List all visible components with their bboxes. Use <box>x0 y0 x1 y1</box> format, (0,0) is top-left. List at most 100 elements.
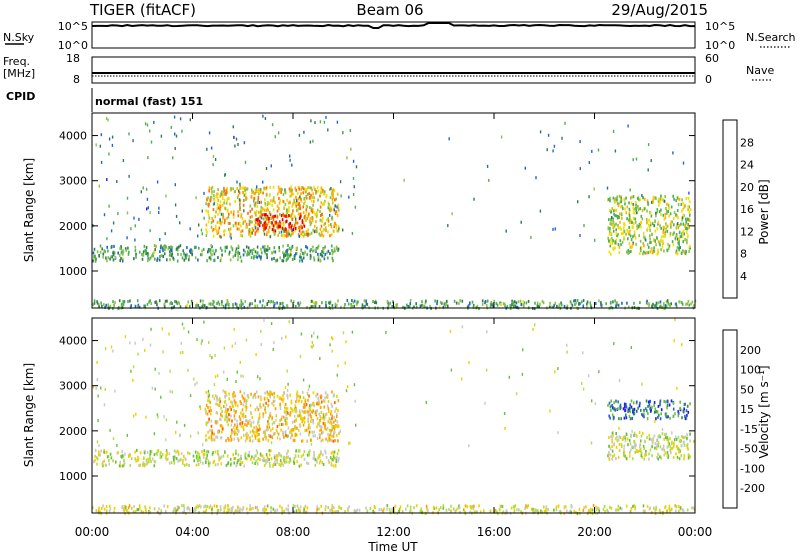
data-cell-p0-scatter <box>500 135 503 139</box>
data-cell-p1-scatter <box>116 444 118 447</box>
data-cell-p0-scatter <box>338 227 340 231</box>
data-cell-p0-f1 <box>276 204 279 208</box>
data-cell-p0-f2 <box>285 219 288 223</box>
data-cell-p1-scatter <box>158 371 160 375</box>
data-cell-p0-f0 <box>296 246 298 250</box>
data-cell-p0-f0 <box>310 248 312 251</box>
nsky-trace <box>91 22 695 29</box>
data-cell-p0-f1 <box>319 205 322 209</box>
data-cell-p1-f0 <box>164 456 167 460</box>
data-cell-p1-f1 <box>231 419 233 423</box>
data-cell-p0-f0 <box>217 256 219 260</box>
data-cell-p1-f1 <box>334 425 337 429</box>
data-cell-p0-f3 <box>137 305 139 309</box>
data-cell-p0-f1 <box>245 223 248 226</box>
data-cell-p1-f2 <box>458 504 460 508</box>
data-cell-p0-f1 <box>312 203 314 207</box>
data-cell-p0-f4 <box>675 251 677 255</box>
data-cell-p1-f0 <box>281 462 283 465</box>
data-cell-p0-f1 <box>336 192 339 196</box>
data-cell-p0-f4 <box>618 250 621 254</box>
data-cell-p0-f0 <box>119 259 121 263</box>
data-cell-p0-f1 <box>328 202 330 206</box>
data-cell-p0-f1 <box>273 196 275 200</box>
data-cell-p0-f3 <box>130 304 132 308</box>
data-cell-p1-f0 <box>99 453 101 457</box>
data-cell-p1-f4 <box>670 442 673 446</box>
data-cell-p0-f4 <box>666 224 669 228</box>
mhz-label: [MHz] <box>3 67 35 80</box>
data-cell-p1-f4 <box>613 453 616 457</box>
data-cell-p1-f0 <box>235 451 237 455</box>
data-cell-p0-f3 <box>549 301 551 305</box>
data-cell-p0-f3 <box>436 302 438 306</box>
data-cell-p0-f1 <box>251 190 253 194</box>
data-cell-p0-f3 <box>243 305 246 309</box>
data-cell-p1-scatter <box>95 386 97 390</box>
data-cell-p1-f1 <box>226 420 228 424</box>
data-cell-p0-f4 <box>619 212 621 216</box>
data-cell-p0-f1 <box>294 223 296 227</box>
data-cell-p1-f3 <box>632 408 634 412</box>
data-cell-p1-f1 <box>328 436 330 440</box>
data-cell-p0-f4 <box>615 214 618 218</box>
data-cell-p0-f4 <box>671 240 674 244</box>
data-cell-p0-scatter <box>212 155 215 158</box>
data-cell-p0-f4 <box>619 200 622 204</box>
data-cell-p0-f0 <box>237 258 239 262</box>
data-cell-p1-scatter <box>260 343 262 346</box>
data-cell-p0-f3 <box>415 302 417 306</box>
data-cell-p0-f0 <box>94 259 97 263</box>
data-cell-p1-f1 <box>234 417 236 421</box>
data-cell-p0-f3 <box>560 301 562 305</box>
data-cell-p0-f3 <box>421 300 423 304</box>
data-cell-p1-f0 <box>319 459 322 463</box>
data-cell-p1-scatter <box>582 387 585 391</box>
data-cell-p0-scatter <box>292 228 294 231</box>
data-cell-p1-f0 <box>145 458 148 462</box>
data-cell-p1-scatter <box>273 341 275 345</box>
data-cell-p1-f4 <box>677 435 680 439</box>
data-cell-p0-f4 <box>631 245 633 249</box>
data-cell-p1-f2 <box>393 509 396 512</box>
data-cell-p1-f1 <box>270 428 272 432</box>
data-cell-p0-f1 <box>239 208 241 212</box>
data-cell-p1-f1 <box>238 415 241 419</box>
data-cell-p0-f1 <box>317 198 319 202</box>
data-cell-p0-f1 <box>300 186 303 190</box>
data-cell-p0-f4 <box>681 235 684 239</box>
data-cell-p0-scatter <box>99 144 101 148</box>
data-cell-p1-f1 <box>257 428 260 432</box>
data-cell-p0-f1 <box>286 232 288 236</box>
data-cell-p1-f2 <box>394 504 397 508</box>
data-cell-p0-f0 <box>316 246 319 250</box>
data-cell-p0-f1 <box>297 202 299 206</box>
data-cell-p1-f1 <box>319 406 322 409</box>
data-cell-p1-f2 <box>442 504 445 508</box>
data-cell-p0-f0 <box>109 257 111 261</box>
data-cell-p0-scatter <box>312 139 314 143</box>
data-cell-p0-f1 <box>328 223 330 227</box>
data-cell-p0-f1 <box>329 234 331 238</box>
data-cell-p0-f0 <box>138 250 141 254</box>
data-cell-p1-f0 <box>170 461 173 465</box>
data-cell-p1-f0 <box>175 457 178 461</box>
data-cell-p0-f4 <box>630 201 633 205</box>
data-cell-p1-f1 <box>275 428 278 432</box>
data-cell-p1-f3 <box>623 402 626 406</box>
data-cell-p0-f3 <box>424 301 427 305</box>
data-cell-p1-scatter <box>310 442 313 446</box>
data-cell-p1-f1 <box>304 399 307 403</box>
data-cell-p0-f0 <box>127 252 130 256</box>
data-cell-p1-f1 <box>280 417 283 421</box>
data-cell-p0-f1 <box>313 185 315 189</box>
data-cell-p0-f3 <box>574 299 577 302</box>
data-cell-p0-f3 <box>513 304 515 308</box>
data-cell-p1-f1 <box>249 411 252 415</box>
data-cell-p1-f1 <box>332 439 335 443</box>
data-cell-p1-f1 <box>216 435 219 439</box>
data-cell-p1-f2 <box>578 507 581 511</box>
data-cell-p1-f0 <box>214 450 217 454</box>
data-cell-p1-f0 <box>277 454 279 458</box>
data-cell-p1-f1 <box>295 400 297 404</box>
